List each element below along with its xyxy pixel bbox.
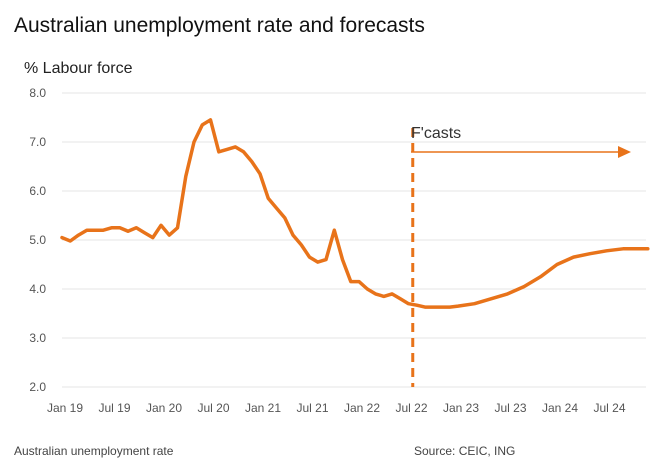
y-tick-label: 5.0 — [29, 233, 46, 247]
forecast-annotation: F'casts — [411, 125, 631, 387]
y-tick-label: 2.0 — [29, 380, 46, 394]
y-tick-label: 6.0 — [29, 184, 46, 198]
y-tick-label: 3.0 — [29, 331, 46, 345]
x-tick-label: Jan 21 — [245, 401, 281, 415]
forecast-arrowhead — [618, 146, 631, 158]
x-tick-label: Jul 22 — [395, 401, 427, 415]
x-tick-labels: Jan 19 Jul 19 Jan 20 Jul 20 Jan 21 Jul 21 Jan … — [47, 401, 626, 415]
footer-caption: Australian unemployment rate — [14, 444, 174, 458]
y-axis-label: % Labour force — [24, 60, 133, 77]
x-tick-label: Jan 20 — [146, 401, 182, 415]
chart-title: Australian unemployment rate and forecas… — [14, 14, 425, 37]
y-tick-label: 8.0 — [29, 86, 46, 100]
grid-lines — [62, 92, 646, 388]
y-tick-label: 7.0 — [29, 135, 46, 149]
x-tick-label: Jul 20 — [197, 401, 229, 415]
x-tick-label: Jul 23 — [494, 401, 526, 415]
forecast-label: F'casts — [411, 125, 461, 142]
y-tick-labels: 2.0 3.0 4.0 5.0 6.0 7.0 8.0 — [29, 86, 46, 394]
x-tick-label: Jan 22 — [344, 401, 380, 415]
x-tick-label: Jan 24 — [542, 401, 578, 415]
x-tick-label: Jan 19 — [47, 401, 83, 415]
series-group — [60, 118, 650, 309]
x-tick-label: Jul 24 — [593, 401, 625, 415]
footer-source: Source: CEIC, ING — [414, 444, 516, 458]
series-line-0 — [60, 118, 650, 309]
x-tick-label: Jul 21 — [296, 401, 328, 415]
x-tick-label: Jan 23 — [443, 401, 479, 415]
x-tick-label: Jul 19 — [98, 401, 130, 415]
y-tick-label: 4.0 — [29, 282, 46, 296]
